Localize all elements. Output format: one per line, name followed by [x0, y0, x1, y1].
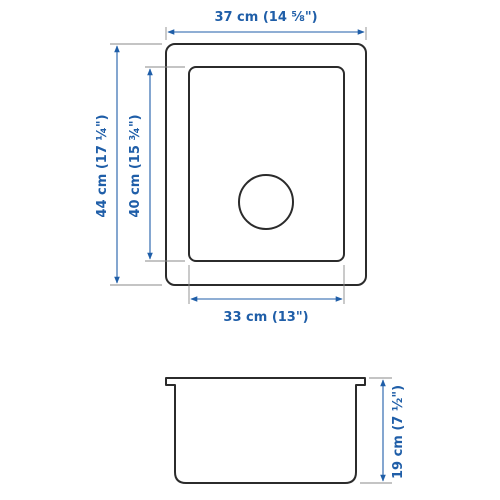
drain-hole	[238, 174, 294, 230]
depth-dimension: 19 cm (7 ½")	[360, 377, 406, 484]
sink-top-view	[165, 43, 367, 286]
inner-height-label: 40 cm (15 ¾")	[128, 114, 143, 217]
sink-side-view	[165, 377, 366, 484]
outer-width-dimension: 37 cm (14 ⅝")	[165, 10, 367, 40]
outer-width-label: 37 cm (14 ⅝")	[214, 10, 317, 25]
inner-width-dimension: 33 cm (13")	[188, 265, 345, 325]
sink-outer-rim	[165, 43, 367, 286]
outer-height-dimension: 44 cm (17 ¼")	[95, 43, 162, 286]
inner-height-dimension: 40 cm (15 ¾")	[128, 66, 185, 262]
outer-height-label: 44 cm (17 ¼")	[95, 114, 110, 217]
inner-width-label: 33 cm (13")	[223, 310, 308, 325]
depth-label: 19 cm (7 ½")	[391, 385, 406, 479]
sink-side-profile	[165, 377, 366, 484]
sink-inner-basin	[188, 66, 345, 262]
